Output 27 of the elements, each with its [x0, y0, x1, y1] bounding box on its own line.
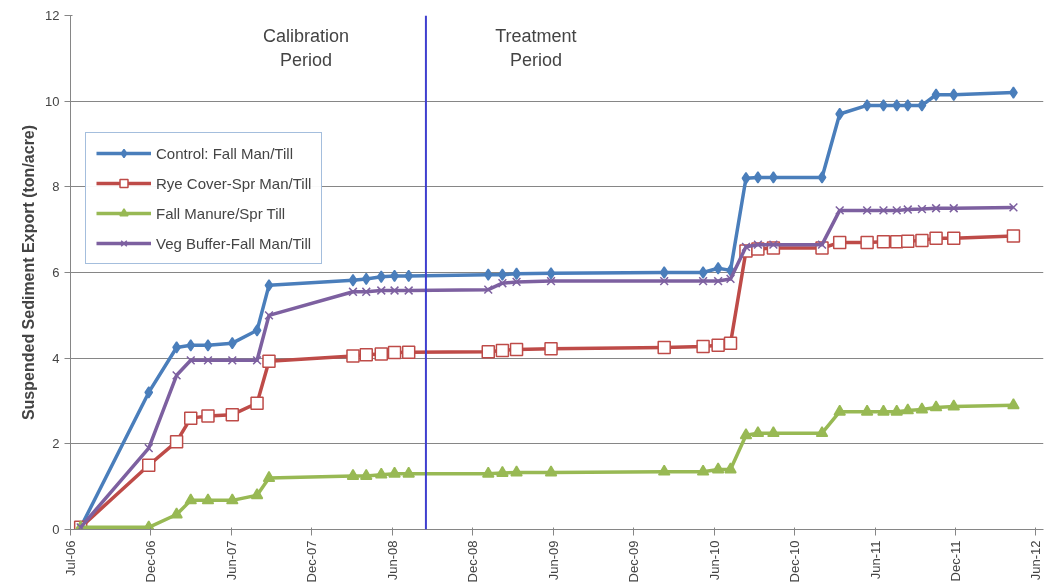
y-tick-label: 6 [52, 265, 60, 280]
annotation: Calibration Period [262, 25, 349, 70]
legend-label: Veg Buffer-Fall Man/Till [156, 234, 312, 252]
x-tick-label: Jun-09 [545, 540, 561, 581]
legend-label: Control: Fall Man/Till [156, 144, 293, 162]
y-tick-label: 8 [52, 179, 60, 195]
x-tick-label: Dec-09 [626, 540, 642, 583]
x-tick-label: Jun-10 [706, 540, 722, 581]
x-tick-label: Jun-08 [384, 540, 400, 581]
y-tick-label: 10 [45, 93, 60, 109]
x-tick-label: Dec-06 [143, 540, 159, 583]
y-tick-label: 4 [52, 350, 60, 366]
annotation: Treatment Period [495, 25, 577, 70]
x-tick-label: Jul-06 [63, 540, 78, 576]
x-tick-label: Jun-11 [867, 540, 883, 580]
y-axis-title: Suspended Sediment Export (ton/acre) [20, 124, 38, 421]
x-tick-label: Dec-10 [787, 540, 803, 583]
legend-label: Fall Manure/Spr Till [156, 204, 286, 222]
x-tick-label: Jun-12 [1028, 540, 1044, 581]
x-tick-label: Dec-08 [465, 540, 481, 583]
legend-label: Rye Cover-Spr Man/Till [156, 174, 312, 192]
y-tick-label: 2 [52, 436, 60, 452]
x-tick-label: Dec-11 [948, 540, 964, 582]
x-tick-label: Dec-07 [304, 540, 320, 583]
y-tick-label: 0 [52, 522, 60, 537]
y-tick-label: 12 [45, 8, 60, 23]
x-tick-label: Jun-07 [223, 540, 239, 581]
